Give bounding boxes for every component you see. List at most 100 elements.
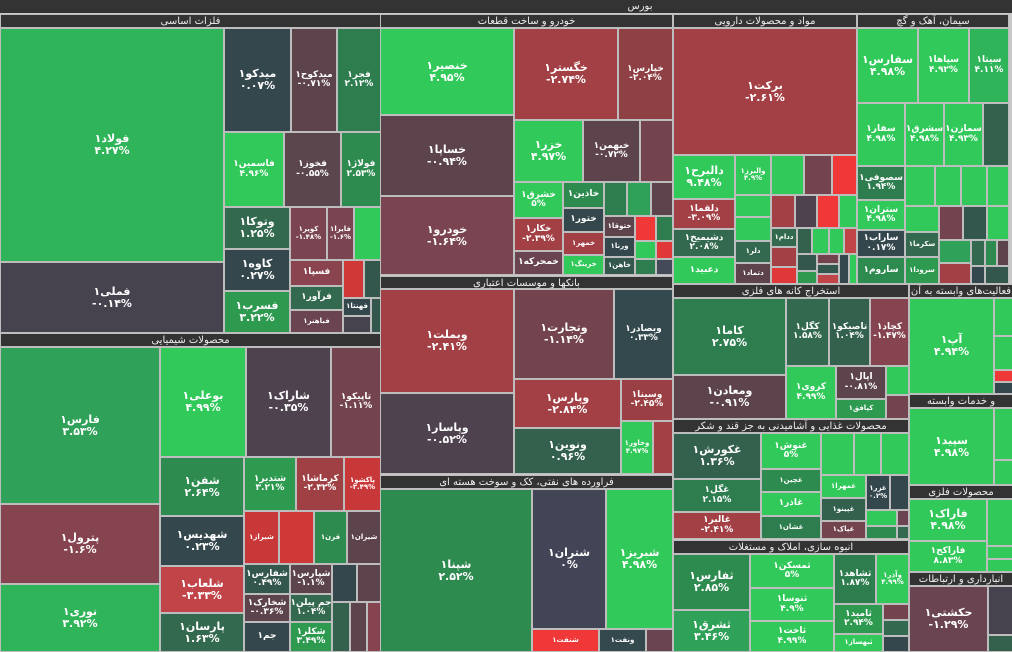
stock-tile[interactable]: کگل۱ ۱.۵۸% (786, 298, 829, 366)
stock-tile[interactable] (886, 366, 909, 395)
stock-tile[interactable]: غپینو۱ (821, 498, 866, 521)
stock-tile[interactable]: ساروم۱ (857, 257, 905, 284)
stock-tile[interactable] (971, 266, 985, 284)
stock-tile[interactable] (804, 155, 832, 195)
stock-tile[interactable] (829, 228, 844, 254)
stock-tile[interactable] (994, 408, 1012, 460)
stock-tile[interactable]: کاما۱ ۲.۷۵% (673, 298, 786, 375)
stock-tile[interactable]: دشیمیخ۱ ۲.۰۸% (673, 229, 735, 257)
stock-tile[interactable]: کچاد۱ -۱.۴۷% (870, 298, 909, 366)
stock-tile[interactable]: غمهرا۱ (821, 475, 866, 498)
stock-tile[interactable]: جم پیلن۱ ۱.۰۴% (290, 594, 332, 622)
stock-tile[interactable]: کاوه۱ ۰.۲۷% (224, 249, 290, 291)
stock-tile[interactable]: کپافق۱ (836, 399, 886, 419)
stock-tile[interactable]: شفن۱ ۲.۶۴% (160, 457, 244, 516)
stock-tile[interactable]: والبرز۱ ۴.۹% (735, 155, 771, 195)
stock-tile[interactable] (653, 421, 673, 474)
stock-tile[interactable] (883, 636, 909, 652)
stock-tile[interactable]: وپارس۱ -۲.۸۴% (514, 379, 621, 428)
stock-tile[interactable]: وبصادر۱ ۰.۳۳% (614, 289, 673, 379)
stock-tile[interactable] (651, 182, 673, 216)
stock-tile[interactable]: ختوقا۱ (604, 216, 635, 237)
stock-tile[interactable]: میدکوح۱ -۰.۷۱% (291, 28, 337, 132)
stock-tile[interactable]: شپارس۱ -۱.۱% (290, 564, 332, 594)
stock-tile[interactable]: فولاژ۱ ۲.۵۳% (341, 132, 381, 207)
stock-tile[interactable]: فاراک۱ ۴.۹۸% (909, 499, 987, 541)
sector-header[interactable]: استخراج کانه های فلزی (673, 284, 909, 298)
stock-tile[interactable] (343, 316, 371, 333)
stock-tile[interactable] (656, 241, 673, 259)
stock-tile[interactable]: وسینا۱ -۲.۴۵% (621, 379, 673, 421)
stock-tile[interactable] (839, 254, 849, 284)
stock-tile[interactable] (854, 433, 881, 475)
stock-tile[interactable]: غپاک۱ (821, 521, 866, 539)
stock-tile[interactable]: سپید۱ ۴.۹۸% (909, 408, 994, 485)
stock-tile[interactable] (771, 195, 795, 228)
stock-tile[interactable]: وپاسار۱ -۰.۵۲% (380, 393, 514, 474)
stock-tile[interactable]: فاراکح۱ ۸.۸۳% (909, 541, 987, 572)
stock-tile[interactable]: برکت۱ -۲.۶۱% (673, 28, 857, 155)
stock-tile[interactable]: ثشاهد۱ ۱.۸۷% (834, 554, 876, 604)
stock-tile[interactable]: وتوکا۱ ۱.۲۵% (224, 207, 290, 249)
stock-tile[interactable]: خزر۱ ۴.۹۷% (514, 120, 583, 182)
stock-tile[interactable]: فسپا۱ (290, 260, 343, 286)
stock-tile[interactable] (987, 559, 1012, 572)
stock-tile[interactable] (939, 263, 971, 284)
sector-header[interactable]: فراورده های نفتی، کک و سوخت هسته ای (380, 475, 673, 489)
stock-tile[interactable] (795, 195, 817, 228)
stock-tile[interactable] (350, 602, 367, 652)
stock-tile[interactable]: غشان۱ (761, 516, 821, 539)
stock-tile[interactable]: فرآور۱ (290, 286, 343, 310)
stock-tile[interactable] (866, 510, 897, 526)
stock-tile[interactable] (771, 267, 797, 284)
stock-tile[interactable] (797, 254, 817, 271)
stock-tile[interactable]: سرودا۱ (905, 257, 939, 284)
stock-tile[interactable]: فولاد۱ ۴.۲۷% (0, 28, 224, 262)
stock-tile[interactable]: ومعادن۱ -۰.۹۱% (673, 375, 786, 419)
stock-tile[interactable]: ثشرق۱ ۳.۴۶% (673, 610, 750, 652)
stock-tile[interactable]: دعبید۱ (673, 257, 735, 284)
stock-tile[interactable]: خمهر۱ (563, 232, 604, 255)
stock-tile[interactable]: پترول۱ -۱.۶% (0, 504, 160, 584)
stock-tile[interactable] (939, 206, 963, 240)
stock-tile[interactable] (886, 395, 909, 419)
stock-tile[interactable] (627, 182, 651, 216)
stock-tile[interactable]: دلقما۱ -۳.۰۹% (673, 199, 735, 229)
stock-tile[interactable] (883, 604, 909, 620)
stock-tile[interactable] (905, 166, 935, 206)
stock-tile[interactable] (983, 103, 1009, 166)
stock-tile[interactable] (357, 564, 381, 602)
stock-tile[interactable]: خکار۱ -۲.۳۹% (514, 218, 563, 251)
stock-tile[interactable]: خاهن۱ (604, 257, 635, 275)
stock-tile[interactable]: خمحرکه۱ (514, 251, 563, 275)
stock-tile[interactable] (987, 206, 1009, 240)
stock-tile[interactable]: فسرب۱ ۳.۲۲% (224, 291, 290, 333)
stock-tile[interactable]: ستران۱ ۴.۹۸% (857, 200, 905, 230)
stock-tile[interactable] (797, 271, 817, 284)
stock-tile[interactable] (987, 166, 1009, 206)
sector-header[interactable]: محصولات شیمیایی (0, 333, 381, 347)
stock-tile[interactable]: میدکو۱ ۰.۰۷% (224, 28, 291, 132)
sector-header[interactable]: و خدمات وابسته (909, 394, 1012, 408)
stock-tile[interactable] (817, 264, 839, 274)
stock-tile[interactable]: حکشتی۱ -۱.۲۹% (909, 586, 988, 652)
stock-tile[interactable] (988, 586, 1012, 635)
stock-tile[interactable]: ونفت۱ (599, 629, 646, 652)
stock-tile[interactable] (797, 228, 812, 254)
stock-tile[interactable]: شلعاب۱ -۳.۳۳% (160, 566, 244, 613)
stock-tile[interactable]: خپارس۱ -۲.۰۴% (618, 28, 673, 120)
sector-header[interactable]: خودرو و ساخت قطعات (380, 14, 673, 28)
stock-tile[interactable] (635, 241, 656, 259)
stock-tile[interactable] (812, 228, 829, 254)
stock-tile[interactable]: پارسان۱ ۱.۶۳% (160, 613, 244, 652)
stock-tile[interactable] (635, 216, 656, 241)
stock-tile[interactable] (939, 240, 971, 263)
sector-header[interactable]: بانکها و موسسات اعتباری (380, 276, 673, 289)
stock-tile[interactable]: ثنوسا۱ ۴.۹% (750, 588, 834, 621)
stock-tile[interactable] (279, 511, 314, 564)
stock-tile[interactable] (817, 254, 839, 264)
stock-tile[interactable]: تاپیکو۱ -۱.۱۱% (331, 347, 381, 457)
stock-tile[interactable]: خنصیر۱ ۴.۹۵% (380, 28, 514, 115)
stock-tile[interactable] (354, 207, 381, 260)
stock-tile[interactable]: فملی۱ -۰.۱۴% (0, 262, 224, 333)
